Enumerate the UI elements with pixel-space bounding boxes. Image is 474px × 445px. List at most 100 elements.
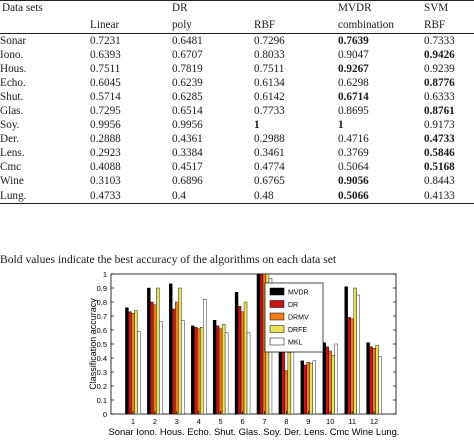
- y-axis-ticks: 0 0.1 0.2 0.3 0.4 0.5 0.6 0.7 0.8 0.9 1: [97, 270, 396, 419]
- header-mvdr: MVDR: [336, 0, 422, 16]
- dataset-name: Wine: [0, 175, 24, 188]
- dataset-name: Lens.: [0, 147, 25, 160]
- bar-chart-svg: Classification accuracy Sonar Iono. Hous…: [88, 270, 400, 438]
- best-value: 0.8761: [424, 105, 455, 118]
- table-row: Shut. 0.5714 0.6285 0.6142 0.6714 0.6333: [0, 90, 474, 104]
- x-tick-label: 2: [153, 417, 157, 426]
- bar-mvdr-12: [366, 342, 370, 415]
- bar-dr-1: [128, 311, 132, 415]
- table-cell: 0.4733: [422, 133, 474, 147]
- header-svm-rbf: RBF: [422, 16, 474, 34]
- x-tick-label: 11: [348, 417, 356, 426]
- y-tick-label: 0.2: [97, 382, 107, 391]
- best-value: 0.5168: [424, 161, 455, 174]
- legend-swatch-drfe: [269, 325, 285, 333]
- table-row: Glas. 0.7295 0.6514 0.7733 0.8695 0.8761: [0, 104, 474, 118]
- bar-drfe-3: [178, 287, 182, 415]
- table-cell: 0.4088: [90, 161, 121, 174]
- header-bottom-0: [0, 16, 88, 34]
- legend-label: MVDR: [288, 290, 309, 297]
- bar-drmv-9: [306, 361, 311, 415]
- bar-dr-6: [237, 306, 242, 415]
- table-cell: 0.3461: [254, 147, 285, 160]
- bar-dr-5: [215, 325, 220, 415]
- y-axis-label: Classification accuracy: [88, 298, 98, 390]
- bar-drmv-11: [350, 318, 354, 415]
- bar-mkl-10: [334, 343, 338, 415]
- bar-mvdr-1: [125, 307, 129, 415]
- y-tick-label: 0.9: [97, 284, 107, 293]
- y-tick-label: 0.7: [97, 312, 107, 321]
- table-cell: 0.5066: [336, 189, 422, 205]
- bar-drmv-3: [175, 301, 179, 415]
- best-value: 1: [254, 119, 260, 132]
- table-row: Soy. 0.9956 0.9956 1 1 0.9173: [0, 119, 474, 133]
- table-cell: 0.8761: [422, 104, 474, 118]
- x-tick-label: 9: [306, 417, 310, 426]
- bar-mvdr-2: [147, 287, 151, 415]
- header-data-sets: Data sets: [0, 0, 88, 16]
- table-cell: 0.5168: [422, 161, 474, 175]
- table-cell: 0.7819: [172, 62, 203, 75]
- legend-swatch-mvdr: [269, 287, 285, 296]
- bar-mkl-3: [181, 320, 185, 415]
- y-tick-label: 0.1: [97, 396, 107, 405]
- table-cell: 0.7639: [336, 34, 422, 49]
- table-cell: 0.8776: [422, 76, 474, 90]
- x-tick-label: 8: [284, 417, 288, 426]
- table-cell: 0.7511: [90, 62, 121, 75]
- table-cell: 0.6285: [172, 90, 203, 103]
- table-cell: 0.6142: [254, 90, 285, 103]
- legend-label: DRMV: [288, 315, 309, 322]
- table-cell: 0.7295: [90, 105, 121, 118]
- table-cell: 0.4361: [172, 133, 203, 146]
- bar-drfe-4: [199, 327, 204, 415]
- table-cell: 0.7296: [254, 34, 285, 47]
- x-tick-label: 10: [326, 417, 334, 426]
- table-row: Sonar 0.7231 0.6481 0.7296 0.7639 0.7333: [0, 34, 474, 49]
- results-table-container: Data sets DR MVDR SVM Linear poly RBF co…: [0, 0, 474, 205]
- bar-mkl-2: [159, 321, 163, 415]
- bar-dr-11: [347, 317, 351, 415]
- bar-drmv-12: [372, 347, 376, 415]
- bar-drfe-5: [221, 324, 226, 415]
- table-cell: 0.5846: [422, 147, 474, 161]
- dataset-name: Der.: [0, 133, 19, 146]
- dataset-name: Shut.: [0, 90, 24, 103]
- table-row: Iono. 0.6393 0.6707 0.8033 0.9047 0.9426: [0, 48, 474, 62]
- header-dr: DR: [170, 0, 252, 16]
- y-tick-label: 0.5: [97, 340, 107, 349]
- table-cell: 0.6714: [336, 90, 422, 104]
- bar-mkl-6: [246, 332, 251, 415]
- bar-mkl-11: [356, 294, 360, 415]
- table-row: Cmc 0.4088 0.4517 0.4774 0.5064 0.5168: [0, 161, 474, 175]
- bar-mvdr-11: [344, 286, 348, 415]
- x-tick-label: 4: [197, 417, 201, 426]
- table-cell: 1: [336, 119, 422, 133]
- legend: MVDR DR DRMV DRFE MKL: [264, 282, 324, 353]
- bar-drmv-4: [196, 328, 201, 415]
- table-cell: 0.6239: [172, 76, 203, 89]
- best-value: 0.9056: [338, 175, 369, 188]
- x-tick-label: 5: [219, 417, 223, 426]
- dataset-name: Cmc: [0, 161, 22, 174]
- bar-drfe-8: [287, 352, 292, 415]
- bar-mvdr-9: [300, 360, 305, 415]
- bar-mvdr-5: [212, 320, 217, 415]
- bar-drmv-1: [131, 313, 135, 415]
- legend-label: DR: [288, 302, 298, 309]
- table-cell: 0.4774: [254, 161, 285, 174]
- bar-mvdr-7: [256, 273, 261, 415]
- best-value: 0.6714: [338, 90, 369, 103]
- bar-mvdr-6: [234, 292, 239, 415]
- table-cell: 0.48: [252, 189, 336, 205]
- table-cell: 0.7333: [424, 34, 455, 47]
- table-cell: 0.6896: [172, 175, 203, 188]
- table-row: Echo. 0.6045 0.6239 0.6134 0.6298 0.8776: [0, 76, 474, 90]
- x-tick-label: 6: [240, 417, 244, 426]
- table-cell: 0.6393: [90, 48, 121, 61]
- table-cell: 0.6045: [90, 76, 121, 89]
- table-cell: 0.6765: [254, 175, 285, 188]
- header-svm: SVM: [422, 0, 474, 16]
- best-value: 0.9267: [338, 62, 369, 75]
